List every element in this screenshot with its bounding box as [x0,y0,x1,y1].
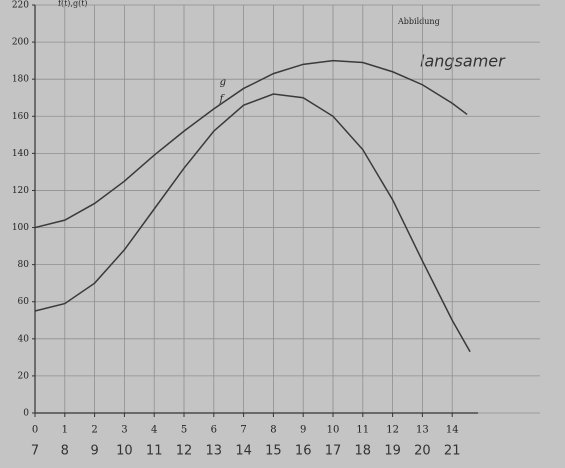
x-tick-label: 3 [121,425,127,436]
hour-label: 8 [61,444,69,459]
hour-label: 16 [295,444,312,459]
y-tick-label: 0 [23,409,29,419]
hour-label: 13 [206,444,223,459]
x-tick-label: 13 [416,425,429,436]
y-tick-label: 60 [18,297,30,307]
y-tick-label: 160 [12,112,29,122]
y-tick-label: 120 [12,186,29,196]
x-tick-label: 0 [32,425,38,436]
x-tick-label: 4 [151,425,157,436]
handwritten-note: langsamer [420,52,506,71]
hour-label: 10 [116,444,133,459]
y-axis-label: f(t),g(t) [58,0,88,8]
y-tick-label: 220 [12,1,29,11]
hour-label: 19 [384,444,401,459]
hour-label: 7 [31,444,39,459]
hour-label: 17 [325,444,342,459]
x-tick-label: 8 [270,425,276,436]
x-tick-label: 2 [91,425,97,436]
hour-label: 14 [235,444,252,459]
x-tick-label: 10 [327,425,340,436]
y-tick-label: 200 [12,38,29,48]
x-tick-label: 7 [240,425,246,436]
hour-label: 21 [444,444,461,459]
line [34,59,468,229]
series-label: g [220,77,226,88]
y-tick-label: 180 [12,75,29,85]
x-tick-label: 1 [62,425,68,436]
chart-title: Abbildung [397,17,440,26]
x-tick-label: 14 [446,425,459,436]
hour-label: 9 [90,444,98,459]
x-tick-label: 6 [211,425,217,436]
x-tick-label: 9 [300,425,306,436]
hour-label: 12 [176,444,193,459]
x-tick-label: 5 [181,425,187,436]
y-tick-label: 20 [18,371,30,381]
hour-label: 11 [146,444,163,459]
y-tick-label: 40 [18,334,30,344]
hour-label: 15 [265,444,282,459]
series-label: f [219,94,226,105]
y-tick-label: 80 [18,260,30,270]
line [34,93,471,353]
hour-label: 20 [414,444,431,459]
hour-label: 18 [355,444,372,459]
x-tick-label: 11 [356,425,369,436]
x-tick-label: 12 [386,425,399,436]
y-tick-label: 140 [12,149,29,159]
y-tick-label: 100 [12,223,29,233]
